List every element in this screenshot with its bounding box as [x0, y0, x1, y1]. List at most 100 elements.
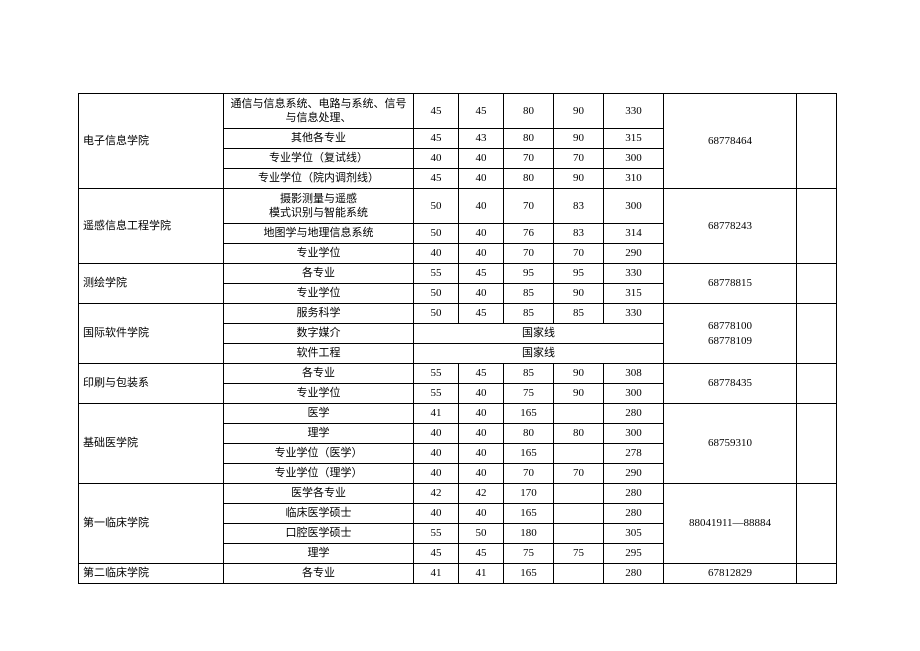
score-cell: 70 [504, 244, 554, 264]
score-cell: 95 [554, 264, 604, 284]
score-cell: 40 [459, 189, 504, 224]
score-cell: 165 [504, 564, 554, 584]
score-cell: 80 [554, 424, 604, 444]
total-cell: 280 [604, 504, 664, 524]
score-cell: 40 [459, 284, 504, 304]
score-cell: 90 [554, 284, 604, 304]
major-cell: 专业学位（理学） [224, 464, 414, 484]
major-cell: 服务科学 [224, 304, 414, 324]
score-cell: 165 [504, 504, 554, 524]
score-cell: 50 [414, 304, 459, 324]
score-cell: 40 [414, 504, 459, 524]
score-cell: 45 [414, 129, 459, 149]
total-cell: 310 [604, 169, 664, 189]
score-cell: 40 [459, 504, 504, 524]
score-cell: 50 [414, 284, 459, 304]
score-cell: 90 [554, 169, 604, 189]
score-cell [554, 404, 604, 424]
score-cell [554, 444, 604, 464]
score-cell: 90 [554, 129, 604, 149]
total-cell: 314 [604, 224, 664, 244]
table-row: 国际软件学院 服务科学 50 45 85 85 330 68778100 687… [79, 304, 837, 324]
total-cell: 305 [604, 524, 664, 544]
score-cell: 41 [414, 564, 459, 584]
score-cell: 83 [554, 224, 604, 244]
major-cell: 临床医学硕士 [224, 504, 414, 524]
score-cell: 45 [414, 544, 459, 564]
phone-cell: 68759310 [664, 404, 797, 484]
score-cell: 40 [414, 149, 459, 169]
score-cell: 45 [414, 169, 459, 189]
score-cell: 50 [414, 189, 459, 224]
dept-cell: 第二临床学院 [79, 564, 224, 584]
dept-cell: 基础医学院 [79, 404, 224, 484]
score-cell: 80 [504, 94, 554, 129]
score-cell: 50 [459, 524, 504, 544]
score-cell: 80 [504, 129, 554, 149]
score-cell: 55 [414, 364, 459, 384]
total-cell: 315 [604, 129, 664, 149]
national-line-cell: 国家线 [414, 344, 664, 364]
score-cell: 41 [414, 404, 459, 424]
page: 电子信息学院 通信与信息系统、电路与系统、信号与信息处理、 45 45 80 9… [0, 0, 920, 651]
table-row: 测绘学院 各专业 55 45 95 95 330 68778815 [79, 264, 837, 284]
total-cell: 280 [604, 404, 664, 424]
score-cell: 165 [504, 444, 554, 464]
score-cell: 43 [459, 129, 504, 149]
table-row: 遥感信息工程学院 摄影测量与遥感 模式识别与智能系统 50 40 70 83 3… [79, 189, 837, 224]
score-cell: 40 [459, 444, 504, 464]
score-cell: 45 [459, 304, 504, 324]
score-cell: 45 [459, 264, 504, 284]
total-cell: 290 [604, 464, 664, 484]
blank-cell [797, 94, 837, 189]
score-cell [554, 504, 604, 524]
score-cell: 70 [554, 244, 604, 264]
major-cell: 专业学位（院内调剂线） [224, 169, 414, 189]
score-cell [554, 564, 604, 584]
blank-cell [797, 304, 837, 364]
blank-cell [797, 404, 837, 484]
score-cell: 40 [414, 464, 459, 484]
dept-cell: 第一临床学院 [79, 484, 224, 564]
score-cell: 42 [414, 484, 459, 504]
blank-cell [797, 264, 837, 304]
score-cell: 42 [459, 484, 504, 504]
score-cell: 40 [459, 464, 504, 484]
major-cell: 各专业 [224, 264, 414, 284]
score-cell: 70 [554, 464, 604, 484]
score-cell: 40 [459, 149, 504, 169]
score-cell: 45 [459, 364, 504, 384]
major-cell: 其他各专业 [224, 129, 414, 149]
major-cell: 各专业 [224, 564, 414, 584]
blank-cell [797, 484, 837, 564]
score-cell: 70 [504, 149, 554, 169]
score-cell: 55 [414, 264, 459, 284]
total-cell: 278 [604, 444, 664, 464]
total-cell: 330 [604, 264, 664, 284]
major-cell: 专业学位 [224, 384, 414, 404]
dept-cell: 印刷与包装系 [79, 364, 224, 404]
total-cell: 295 [604, 544, 664, 564]
table-row: 第二临床学院 各专业 41 41 165 280 67812829 [79, 564, 837, 584]
table-row: 电子信息学院 通信与信息系统、电路与系统、信号与信息处理、 45 45 80 9… [79, 94, 837, 129]
major-cell: 医学 [224, 404, 414, 424]
score-cell: 40 [414, 444, 459, 464]
score-cell: 85 [504, 364, 554, 384]
total-cell: 330 [604, 304, 664, 324]
score-cell [554, 524, 604, 544]
phone-cell: 68778815 [664, 264, 797, 304]
score-cell: 40 [459, 404, 504, 424]
score-cell: 170 [504, 484, 554, 504]
major-cell: 专业学位 [224, 244, 414, 264]
score-cell: 40 [414, 244, 459, 264]
score-cell: 165 [504, 404, 554, 424]
dept-cell: 国际软件学院 [79, 304, 224, 364]
major-cell: 理学 [224, 424, 414, 444]
total-cell: 290 [604, 244, 664, 264]
phone-cell: 68778435 [664, 364, 797, 404]
total-cell: 300 [604, 384, 664, 404]
dept-cell: 电子信息学院 [79, 94, 224, 189]
score-cell: 40 [459, 424, 504, 444]
major-cell: 摄影测量与遥感 模式识别与智能系统 [224, 189, 414, 224]
score-cell: 85 [504, 304, 554, 324]
